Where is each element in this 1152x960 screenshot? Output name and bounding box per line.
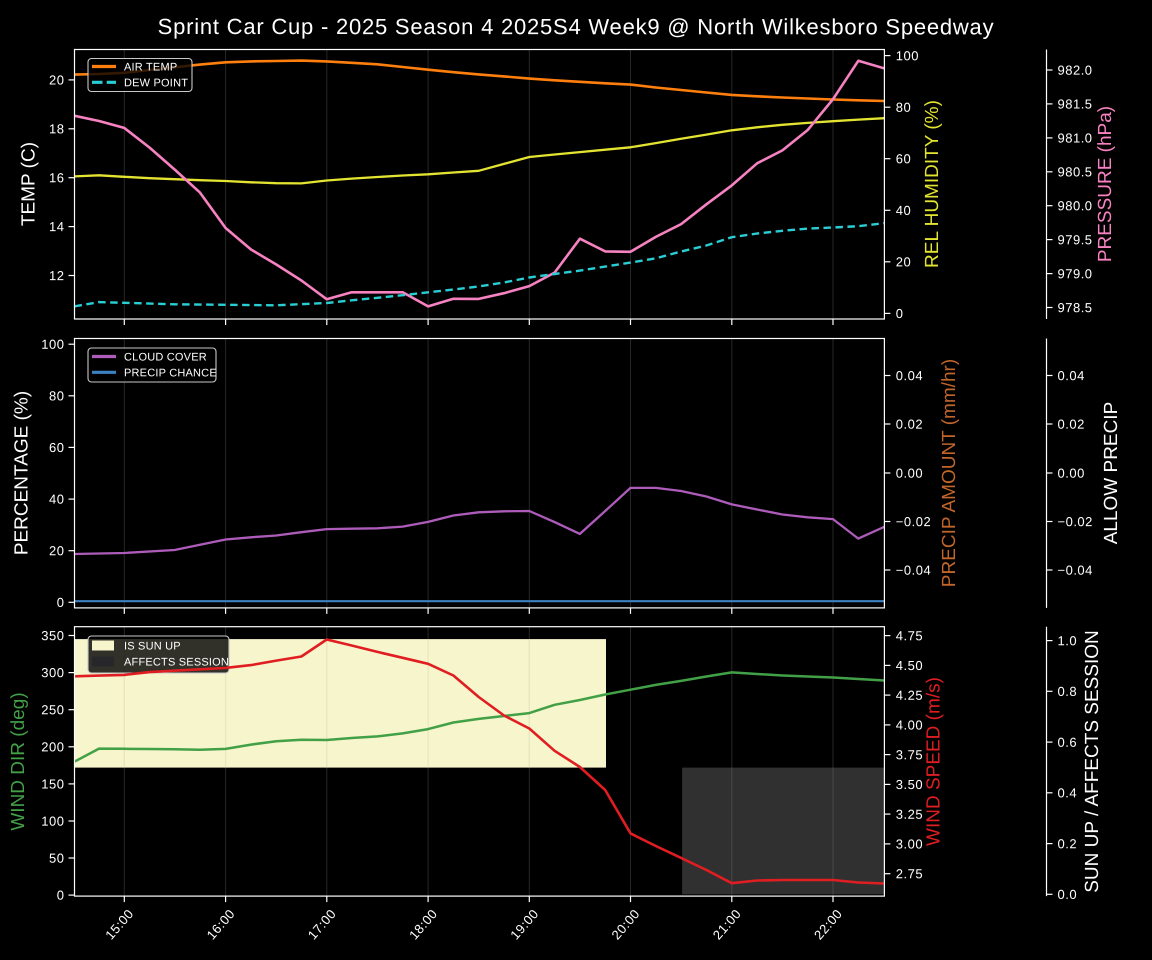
svg-text:100: 100	[896, 48, 919, 63]
svg-text:18: 18	[49, 121, 64, 136]
svg-text:100: 100	[41, 337, 64, 352]
svg-text:979.5: 979.5	[1057, 232, 1092, 247]
svg-text:−0.02: −0.02	[1057, 514, 1092, 529]
svg-text:PRECIP CHANCE: PRECIP CHANCE	[124, 367, 217, 379]
svg-text:0: 0	[896, 306, 904, 321]
svg-text:TEMP (C): TEMP (C)	[19, 142, 40, 226]
svg-text:250: 250	[41, 702, 64, 717]
svg-text:REL HUMIDITY (%): REL HUMIDITY (%)	[922, 100, 943, 268]
svg-text:Sprint Car Cup - 2025 Season 4: Sprint Car Cup - 2025 Season 4 2025S4 We…	[158, 14, 995, 39]
svg-text:980.0: 980.0	[1057, 198, 1092, 213]
svg-text:80: 80	[49, 388, 64, 403]
svg-text:−0.02: −0.02	[896, 514, 931, 529]
svg-text:ALLOW PRECIP: ALLOW PRECIP	[1101, 402, 1122, 545]
svg-text:0: 0	[57, 888, 65, 903]
svg-text:16: 16	[49, 170, 64, 185]
svg-text:AFFECTS SESSION: AFFECTS SESSION	[124, 657, 229, 669]
svg-text:0.00: 0.00	[1057, 466, 1084, 481]
svg-text:4.00: 4.00	[896, 718, 923, 733]
svg-text:0.8: 0.8	[1057, 684, 1077, 699]
svg-text:0.2: 0.2	[1057, 836, 1077, 851]
svg-text:PERCENTAGE (%): PERCENTAGE (%)	[12, 391, 33, 555]
svg-text:20: 20	[896, 254, 911, 269]
svg-text:350: 350	[41, 628, 64, 643]
svg-text:3.00: 3.00	[896, 837, 923, 852]
svg-text:979.0: 979.0	[1057, 266, 1092, 281]
svg-text:DEW POINT: DEW POINT	[124, 77, 188, 89]
svg-text:978.5: 978.5	[1057, 300, 1092, 315]
svg-text:4.25: 4.25	[896, 688, 923, 703]
svg-text:50: 50	[49, 851, 64, 866]
svg-text:−0.04: −0.04	[1057, 563, 1092, 578]
svg-text:3.25: 3.25	[896, 807, 923, 822]
svg-text:2.75: 2.75	[896, 866, 923, 881]
svg-text:982.0: 982.0	[1057, 63, 1092, 78]
svg-text:0.6: 0.6	[1057, 735, 1077, 750]
svg-text:60: 60	[49, 440, 64, 455]
svg-text:100: 100	[41, 814, 64, 829]
svg-text:980.5: 980.5	[1057, 164, 1092, 179]
svg-text:0.04: 0.04	[1057, 368, 1084, 383]
svg-text:WIND DIR (deg): WIND DIR (deg)	[8, 692, 29, 830]
svg-text:20: 20	[49, 72, 64, 87]
svg-text:20: 20	[49, 543, 64, 558]
svg-text:0.02: 0.02	[1057, 417, 1084, 432]
svg-text:981.5: 981.5	[1057, 97, 1092, 112]
svg-text:4.50: 4.50	[896, 658, 923, 673]
svg-text:14: 14	[49, 219, 64, 234]
svg-text:0.00: 0.00	[896, 466, 923, 481]
svg-text:CLOUD COVER: CLOUD COVER	[124, 352, 207, 364]
svg-text:PRESSURE (hPa): PRESSURE (hPa)	[1095, 106, 1116, 262]
svg-text:40: 40	[896, 203, 911, 218]
svg-text:60: 60	[896, 151, 911, 166]
svg-text:300: 300	[41, 665, 64, 680]
svg-text:0.02: 0.02	[896, 417, 923, 432]
svg-text:0.0: 0.0	[1057, 887, 1077, 902]
svg-text:3.75: 3.75	[896, 747, 923, 762]
svg-text:0.4: 0.4	[1057, 785, 1077, 800]
svg-text:WIND SPEED (m/s): WIND SPEED (m/s)	[924, 677, 945, 846]
svg-text:PRECIP AMOUNT (mm/hr): PRECIP AMOUNT (mm/hr)	[939, 359, 960, 587]
svg-text:0.04: 0.04	[896, 368, 923, 383]
svg-text:−0.04: −0.04	[896, 563, 931, 578]
svg-text:981.0: 981.0	[1057, 131, 1092, 146]
svg-text:0: 0	[57, 595, 65, 610]
svg-text:1.0: 1.0	[1057, 633, 1077, 648]
svg-text:12: 12	[49, 268, 64, 283]
svg-text:AIR TEMP: AIR TEMP	[124, 62, 177, 74]
svg-text:40: 40	[49, 492, 64, 507]
svg-text:IS SUN UP: IS SUN UP	[124, 641, 181, 653]
svg-text:3.50: 3.50	[896, 777, 923, 792]
svg-text:200: 200	[41, 739, 64, 754]
svg-text:80: 80	[896, 100, 911, 115]
svg-text:150: 150	[41, 776, 64, 791]
svg-text:SUN UP / AFFECTS SESSION: SUN UP / AFFECTS SESSION	[1082, 630, 1103, 893]
svg-text:4.75: 4.75	[896, 628, 923, 643]
